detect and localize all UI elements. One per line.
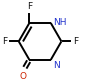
Text: NH: NH (53, 18, 67, 27)
Text: O: O (19, 72, 26, 81)
Text: F: F (73, 37, 78, 46)
Text: F: F (27, 2, 32, 11)
Text: N: N (53, 61, 60, 70)
Text: F: F (2, 37, 7, 46)
